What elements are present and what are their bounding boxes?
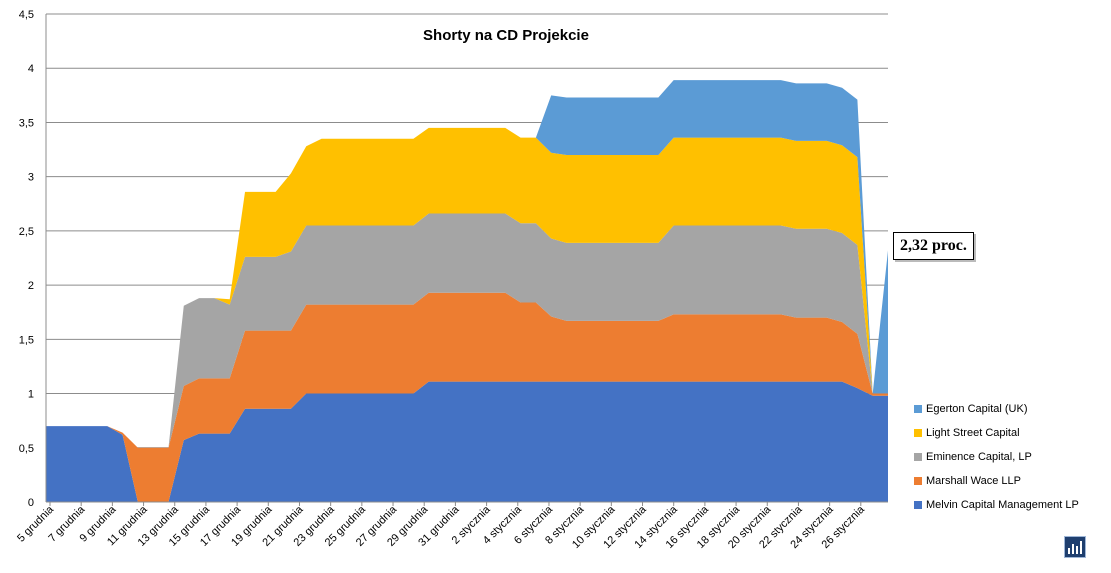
y-tick-label: 4 (28, 63, 34, 75)
axes (45, 14, 888, 503)
y-tick-label: 3,5 (19, 117, 34, 129)
value-callout: 2,32 proc. (893, 232, 974, 260)
y-tick-label: 4,5 (19, 9, 34, 21)
area-series-melvin-capital-management-lp (46, 381, 888, 502)
y-tick-label: 2,5 (19, 226, 34, 238)
y-tick-label: 2 (28, 280, 34, 292)
y-tick-label: 3 (28, 172, 34, 184)
legend-item: Light Street Capital (914, 421, 1079, 445)
y-tick-label: 1,5 (19, 334, 34, 346)
legend-label: Eminence Capital, LP (926, 451, 1032, 463)
area-series-egerton-capital-uk (46, 80, 888, 448)
area-series-light-street-capital (46, 127, 888, 448)
legend-item: Melvin Capital Management LP (914, 493, 1079, 517)
legend-label: Melvin Capital Management LP (926, 499, 1079, 511)
y-tick-label: 0,5 (19, 443, 34, 455)
legend-label: Marshall Wace LLP (926, 475, 1021, 487)
legend-swatch (914, 501, 922, 509)
logo-icon (1064, 536, 1086, 558)
y-tick-label: 0 (28, 497, 34, 509)
legend-label: Egerton Capital (UK) (926, 403, 1028, 415)
legend-label: Light Street Capital (926, 427, 1020, 439)
legend-item: Eminence Capital, LP (914, 445, 1079, 469)
legend-swatch (914, 405, 922, 413)
legend-item: Egerton Capital (UK) (914, 397, 1079, 421)
legend: Egerton Capital (UK) Light Street Capital… (914, 397, 1079, 517)
y-axis-ticks: 0 0,5 1 1,5 2 2,5 3 3,5 4 4,5 (19, 9, 34, 509)
legend-swatch (914, 429, 922, 437)
legend-swatch (914, 477, 922, 485)
stacked-areas (46, 80, 888, 502)
y-tick-label: 1 (28, 389, 34, 401)
area-series-eminence-capital-lp (46, 213, 888, 448)
chart-title: Shorty na CD Projekcie (423, 27, 589, 44)
legend-swatch (914, 453, 922, 461)
legend-item: Marshall Wace LLP (914, 469, 1079, 493)
area-series-marshall-wace-llp (46, 292, 888, 502)
